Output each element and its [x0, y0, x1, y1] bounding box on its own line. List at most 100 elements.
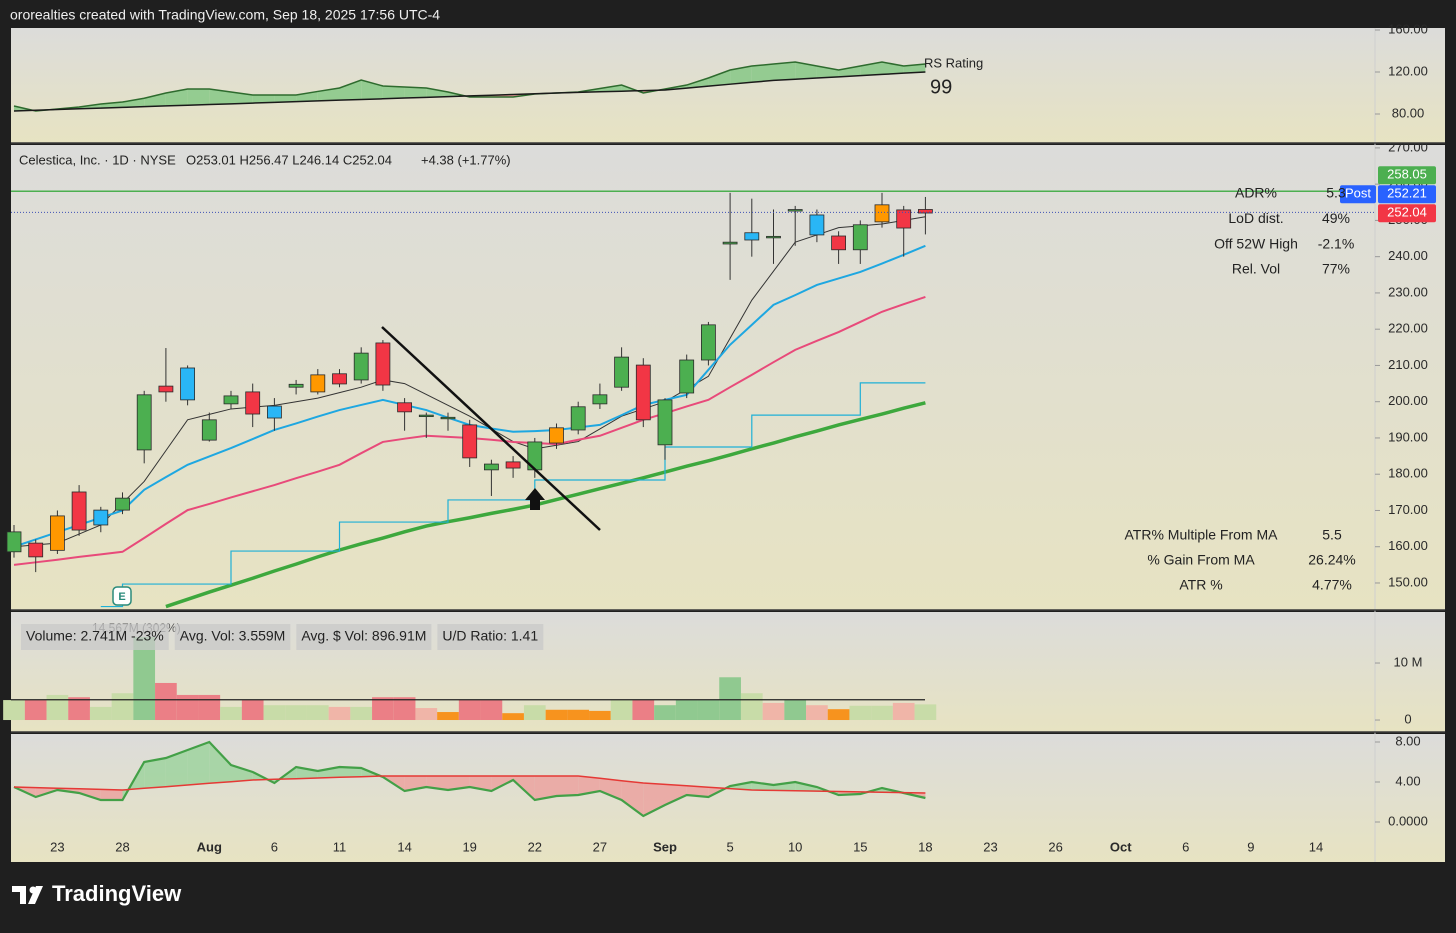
candle-body — [787, 209, 803, 212]
candle-body — [614, 356, 629, 388]
candle-body — [245, 391, 261, 415]
volume-bar — [719, 677, 741, 721]
earnings-marker: E — [118, 591, 125, 603]
x-tick-label: Sep — [653, 839, 677, 854]
fill-between — [773, 62, 796, 81]
candle-body — [766, 235, 781, 239]
price-tag-bg — [1340, 185, 1376, 204]
candle-body — [71, 491, 87, 531]
volume-bar — [328, 706, 351, 721]
candle-body — [549, 427, 564, 444]
fill-between — [838, 66, 861, 77]
x-tick-label: 10 — [788, 839, 802, 854]
change: +4.38 (+1.77%) — [421, 152, 511, 167]
pane-bg — [11, 28, 1445, 143]
candle-body — [635, 364, 651, 421]
stat-label: ADR% — [1235, 185, 1277, 201]
candle-body — [657, 399, 673, 446]
candle-body — [6, 531, 22, 553]
candle-body — [353, 352, 369, 381]
volume-bar — [523, 705, 546, 721]
stat-value: 77% — [1322, 261, 1350, 277]
candle-body — [440, 416, 456, 420]
fill-between — [209, 742, 231, 784]
candle-body — [831, 235, 846, 251]
volume-bar — [24, 700, 47, 721]
step-line — [100, 382, 926, 608]
volume-bar — [437, 712, 459, 721]
price-label-bg — [1378, 185, 1436, 204]
fill-between — [686, 785, 709, 797]
fill-between — [426, 87, 448, 98]
volume-bar — [46, 694, 69, 721]
candle-body — [136, 394, 152, 451]
volume-bar — [675, 700, 698, 721]
fill-between — [621, 780, 644, 816]
fill-between — [274, 95, 297, 103]
fill-between — [231, 765, 253, 782]
candle-body — [744, 232, 760, 241]
fill-between — [448, 776, 470, 790]
price-label-bg — [1378, 166, 1436, 185]
stat-label: Off 52W High — [1214, 235, 1298, 251]
logo: TradingView — [12, 881, 182, 906]
x-tick-label: 5 — [726, 839, 733, 854]
x-tick-label: Aug — [197, 839, 222, 854]
x-tick-label: 28 — [115, 839, 129, 854]
fill-between — [165, 89, 188, 106]
fill-between — [252, 95, 275, 104]
fill-between — [317, 767, 340, 778]
volume-bar — [480, 700, 503, 721]
candle-body — [201, 419, 217, 441]
candle-body — [918, 209, 933, 214]
volume-bar — [827, 709, 850, 721]
candle-body — [310, 374, 326, 393]
y-tick-label: 120.00 — [1388, 63, 1428, 78]
y-tick-label: 180.00 — [1388, 466, 1428, 481]
y-tick-label: 150.00 — [1388, 574, 1428, 589]
fill-between — [534, 776, 557, 800]
rs-title: RS Rating — [924, 55, 983, 70]
volume-bar — [806, 705, 828, 721]
volume-bar — [632, 700, 655, 721]
x-tick-label: 27 — [593, 839, 607, 854]
fill-between — [773, 782, 796, 791]
y-tick-label: 4.00 — [1395, 773, 1420, 788]
fill-between — [665, 784, 687, 805]
line — [13, 71, 926, 112]
volume-bar — [762, 702, 785, 721]
x-tick-label: 6 — [1182, 839, 1189, 854]
volume-bar — [502, 713, 524, 721]
volume-bar — [220, 706, 242, 721]
candle-body — [809, 214, 825, 236]
candle-body — [701, 324, 716, 361]
price-label: 252.04 — [1387, 205, 1427, 220]
volume-bar — [263, 705, 286, 721]
y-tick-label: 160.00 — [1388, 21, 1428, 36]
candle-body — [462, 424, 478, 459]
y-tick-label: 0 — [1404, 711, 1411, 726]
stat-label: LoD dist. — [1228, 210, 1283, 226]
volume-bar — [654, 705, 676, 721]
x-tick-label: 9 — [1247, 839, 1254, 854]
line — [13, 216, 926, 548]
volume-bar — [892, 702, 915, 721]
fill-between — [708, 70, 731, 87]
y-tick-label: 10 M — [1394, 654, 1423, 669]
volume-bar — [285, 705, 307, 721]
volume-bar — [589, 710, 611, 721]
label-bg — [21, 624, 169, 650]
x-tick-label: 22 — [528, 839, 542, 854]
volume-bar — [111, 693, 134, 721]
label-bg — [174, 624, 291, 650]
volume-label: Avg. Vol: 3.559M — [180, 628, 286, 644]
candle-body — [50, 515, 65, 551]
candle-body — [375, 342, 391, 386]
stat-value: 5.3 — [1326, 185, 1346, 201]
arrow-icon — [525, 488, 545, 510]
volume-bar — [610, 700, 633, 721]
fill-between — [144, 758, 166, 789]
candle-body — [592, 394, 608, 405]
volume-bar — [784, 700, 807, 721]
label-bg — [296, 624, 432, 650]
